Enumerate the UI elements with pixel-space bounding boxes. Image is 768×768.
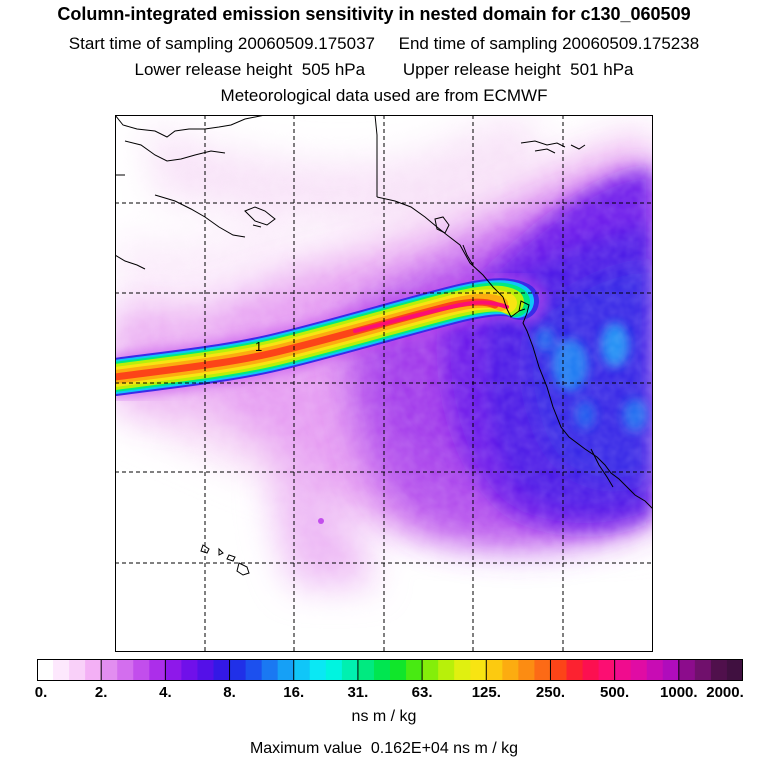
colorbar-cell [101, 659, 118, 681]
colorbar-cell [325, 659, 343, 681]
colorbar-cell [662, 659, 680, 681]
colorbar-cell [181, 659, 199, 681]
colorbar-cell [422, 659, 439, 681]
colorbar-cell [726, 659, 743, 681]
colorbar-cell [37, 659, 54, 681]
colorbar-cell [710, 659, 728, 681]
colorbar-cell [293, 659, 311, 681]
colorbar-tick-label: 2. [94, 684, 108, 701]
colorbar-cell [646, 659, 664, 681]
colorbar-cell [261, 659, 279, 681]
colorbar-cell [117, 659, 134, 681]
colorbar-cell [630, 659, 648, 681]
colorbar-cell [133, 659, 150, 681]
isolated-speck [318, 518, 324, 524]
release-height-line: Lower release height 505 hPa Upper relea… [134, 60, 634, 79]
colorbar-tick-label: 500. [599, 684, 630, 701]
colorbar-cell [454, 659, 471, 681]
colorbar-cell [502, 659, 519, 681]
lat-lon-grid [115, 115, 653, 652]
colorbar-cell [694, 659, 712, 681]
colorbar-cell [149, 659, 166, 681]
colorbar-cell [197, 659, 215, 681]
colorbar-cell [614, 659, 632, 681]
colorbar-tick-label: 0. [34, 684, 48, 701]
colorbar-tick-label: 31. [347, 684, 369, 701]
colorbar-cell [213, 659, 231, 681]
colorbar-tick-label: 8. [223, 684, 236, 701]
colorbar-tick-label: 1000. [660, 684, 698, 701]
colorbar [37, 659, 743, 681]
colorbar-tick-label: 2000. [706, 684, 744, 701]
colorbar-tick-label: 250. [535, 684, 566, 701]
colorbar-cell [678, 659, 696, 681]
colorbar-cell [341, 659, 359, 681]
colorbar-cell [470, 659, 487, 681]
colorbar-cell [550, 659, 568, 681]
colorbar-tick-label: 4. [159, 684, 172, 701]
map-title: Column-integrated emission sensitivity i… [57, 4, 691, 24]
colorbar-cell [357, 659, 375, 681]
colorbar-cell [598, 659, 616, 681]
colorbar-cell [373, 659, 391, 681]
colorbar-cell [277, 659, 295, 681]
colorbar-cell [245, 659, 263, 681]
colorbar-tick-label: 63. [411, 684, 433, 701]
met-data-line: Meteorological data used are from ECMWF [220, 86, 548, 105]
colorbar-cell [534, 659, 552, 681]
sampling-time-line: Start time of sampling 20060509.175037 E… [68, 34, 700, 53]
colorbar-cell [486, 659, 503, 681]
colorbar-cell [390, 659, 407, 681]
sensitivity-map: 1 [115, 115, 653, 652]
colorbar-cell [69, 659, 86, 681]
colorbar-cell [566, 659, 584, 681]
colorbar-cell [582, 659, 600, 681]
colorbar-cell [406, 659, 423, 681]
colorbar-cell [85, 659, 102, 681]
maximum-value-note: Maximum value 0.162E+04 ns m / kg [249, 740, 519, 757]
colorbar-cell [229, 659, 247, 681]
colorbar-cell [309, 659, 327, 681]
plume-band [115, 274, 548, 400]
colorbar-cell [518, 659, 536, 681]
plume-label: 1 [255, 339, 262, 354]
colorbar-tick-label: 125. [471, 684, 501, 701]
map-frame [115, 115, 653, 652]
colorbar-cell [165, 659, 183, 681]
colorbar-tick-label: 16. [283, 684, 305, 701]
colorbar-cell [53, 659, 70, 681]
colorbar-cell [438, 659, 455, 681]
colorbar-units: ns m / kg [351, 708, 417, 725]
